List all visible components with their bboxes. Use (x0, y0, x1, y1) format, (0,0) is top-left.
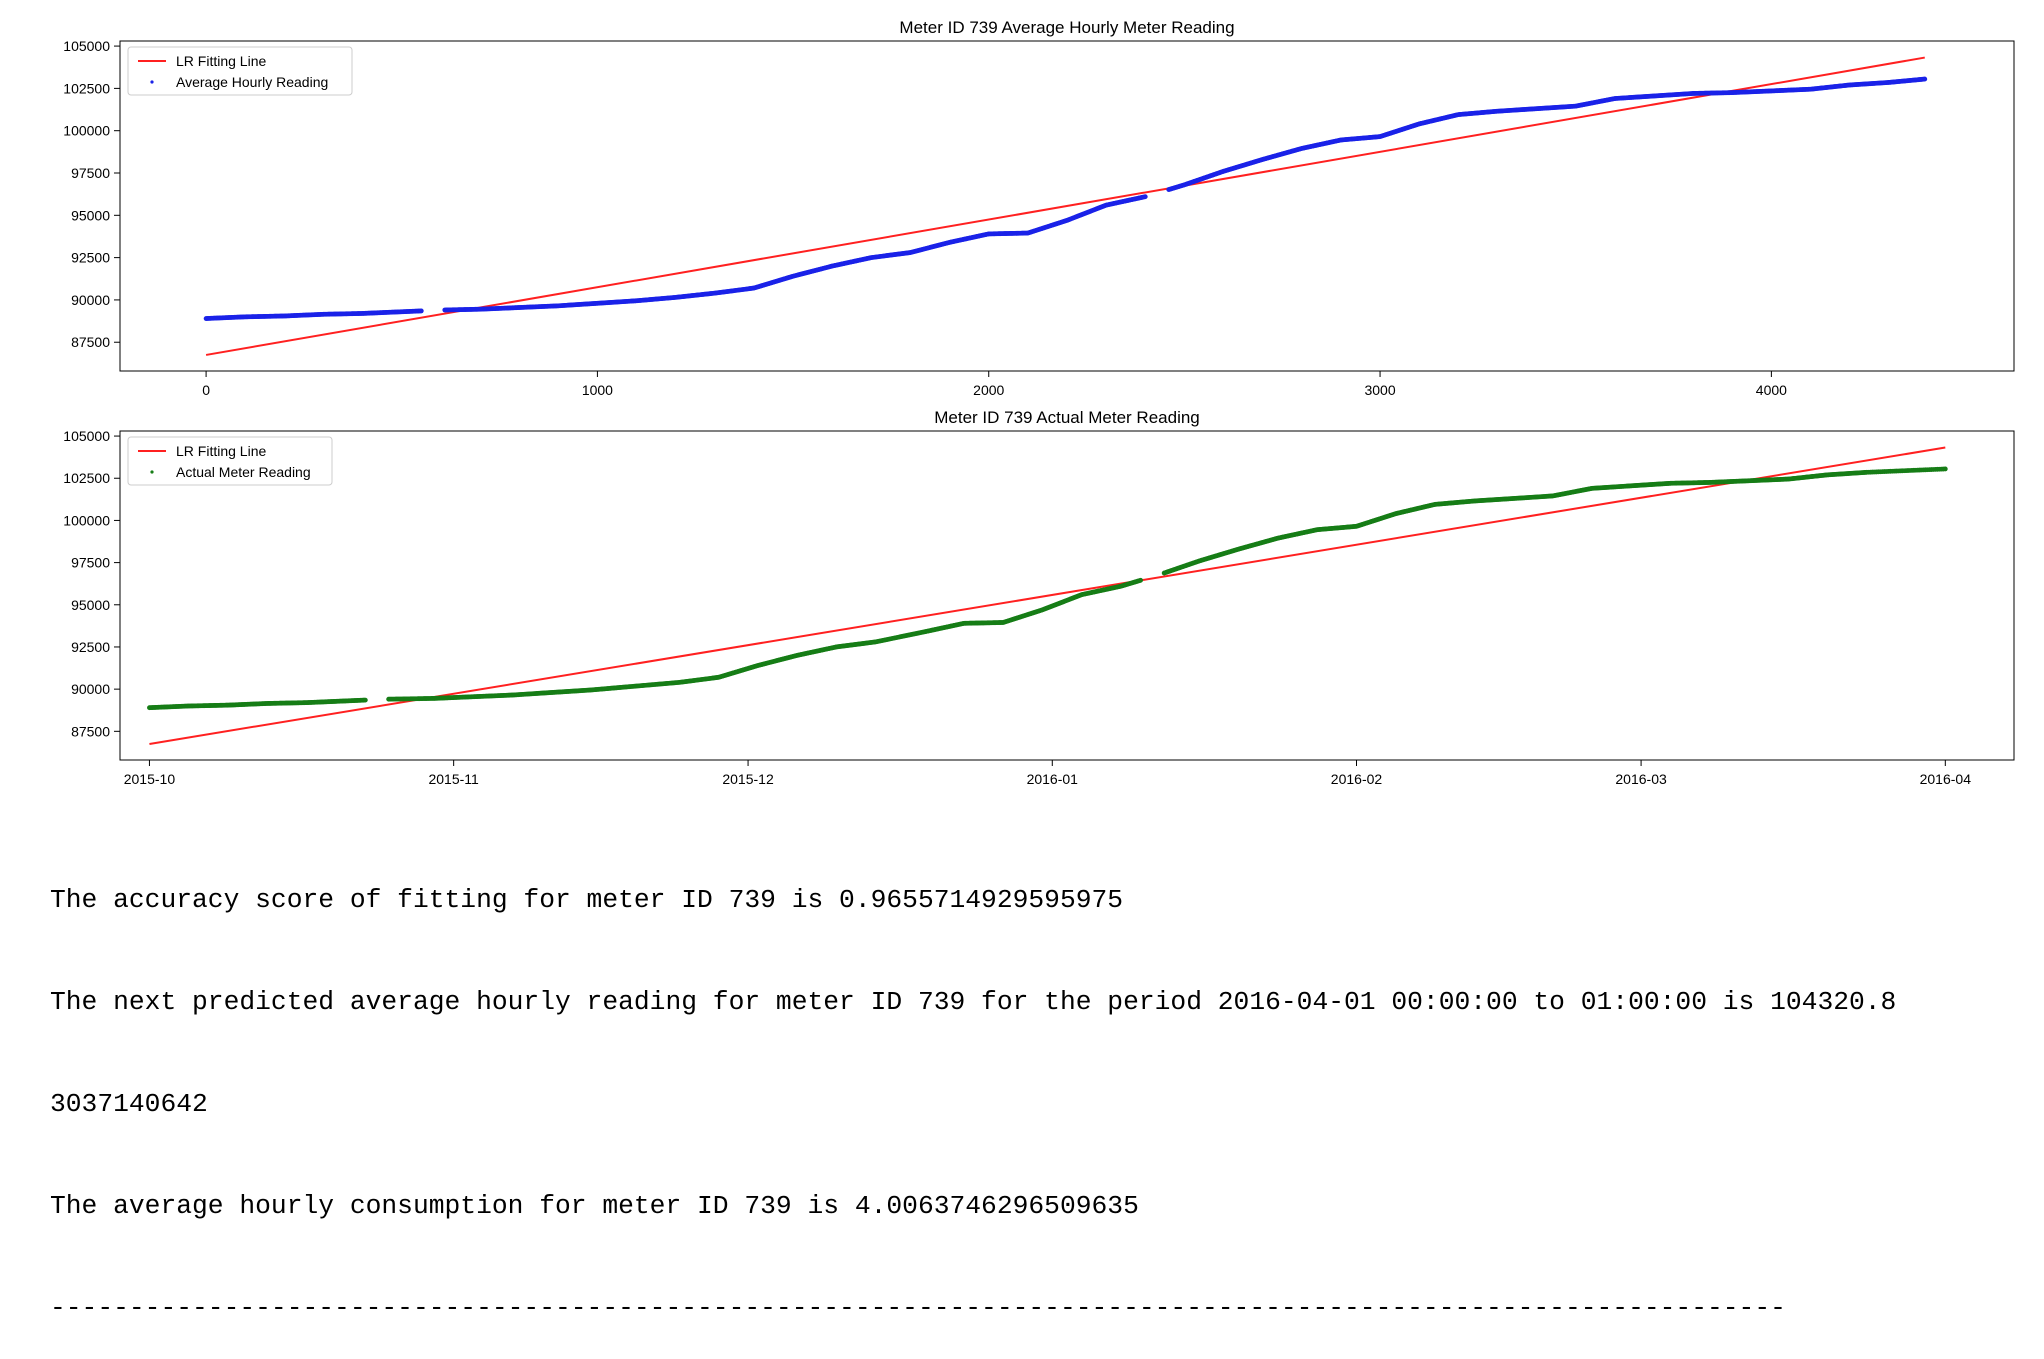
legend-label: Average Hourly Reading (176, 74, 328, 90)
x-tick-label: 2016-02 (1331, 771, 1383, 787)
y-tick-label: 95000 (71, 207, 110, 223)
y-tick-label: 100000 (63, 123, 110, 139)
legend: LR Fitting Line Average Hourly Reading (127, 46, 353, 96)
axes-frame (119, 430, 2015, 761)
data-point (1942, 466, 1948, 472)
x-tick-label: 4000 (1756, 382, 1787, 398)
legend-label: LR Fitting Line (176, 443, 266, 459)
prediction-line: The next predicted average hourly readin… (50, 987, 1897, 1017)
x-tick-label: 2016-01 (1027, 771, 1079, 787)
y-tick-label: 100000 (63, 512, 110, 528)
y-tick-label: 97500 (71, 555, 110, 571)
plot-area (203, 56, 1928, 356)
y-tick-label: 90000 (71, 681, 110, 697)
console-output: The accuracy score of fitting for meter … (50, 815, 1896, 1359)
y-tick-label: 95000 (71, 597, 110, 613)
separator-line: ----------------------------------------… (50, 1293, 1786, 1323)
x-tick-label: 2015-11 (428, 771, 479, 787)
y-tick-label: 87500 (71, 334, 110, 350)
axes-frame (119, 40, 2015, 372)
consumption-line: The average hourly consumption for meter… (50, 1191, 1139, 1221)
data-point (1142, 194, 1148, 200)
fit-line (149, 446, 1946, 745)
legend-label: Actual Meter Reading (176, 464, 311, 480)
data-point (1138, 577, 1144, 583)
legend-box (127, 436, 333, 486)
y-tick-label: 92500 (71, 639, 110, 655)
y-tick-label: 105000 (63, 428, 110, 444)
y-tick-label: 92500 (71, 250, 110, 266)
x-tick-label: 3000 (1364, 382, 1395, 398)
x-tick-label: 2000 (973, 382, 1004, 398)
x-tick-label: 1000 (582, 382, 613, 398)
legend-dot-marker (150, 470, 154, 474)
y-tick-label: 102500 (63, 470, 110, 486)
data-point (418, 308, 424, 314)
x-tick-label: 2016-03 (1615, 771, 1667, 787)
chart-panel-2: Meter ID 739 Actual Meter Reading 87500 90… (63, 408, 2015, 787)
x-tick-label: 2016-04 (1920, 771, 1972, 787)
legend-dot-marker (150, 80, 154, 84)
chart-title: Meter ID 739 Actual Meter Reading (934, 408, 1200, 427)
y-tick-label: 105000 (63, 38, 110, 54)
figure: Meter ID 739 Average Hourly Meter Readin… (63, 18, 2015, 787)
legend-box (127, 46, 353, 96)
y-tick-label: 87500 (71, 723, 110, 739)
data-point (362, 697, 368, 703)
legend-label: LR Fitting Line (176, 53, 266, 69)
data-point (1922, 76, 1928, 82)
x-tick-label: 2015-10 (124, 771, 176, 787)
y-tick-label: 90000 (71, 292, 110, 308)
fit-line (205, 56, 1925, 356)
x-tick-label: 0 (202, 382, 210, 398)
prediction-line-wrap: 3037140642 (50, 1089, 208, 1119)
y-tick-label: 97500 (71, 165, 110, 181)
accuracy-line: The accuracy score of fitting for meter … (50, 885, 1124, 915)
chart-title: Meter ID 739 Average Hourly Meter Readin… (899, 18, 1234, 37)
y-tick-label: 102500 (63, 80, 110, 96)
chart-panel-1: Meter ID 739 Average Hourly Meter Readin… (63, 18, 2015, 398)
plot-area (147, 446, 1948, 745)
x-tick-label: 2015-12 (722, 771, 774, 787)
legend: LR Fitting Line Actual Meter Reading (127, 436, 333, 486)
